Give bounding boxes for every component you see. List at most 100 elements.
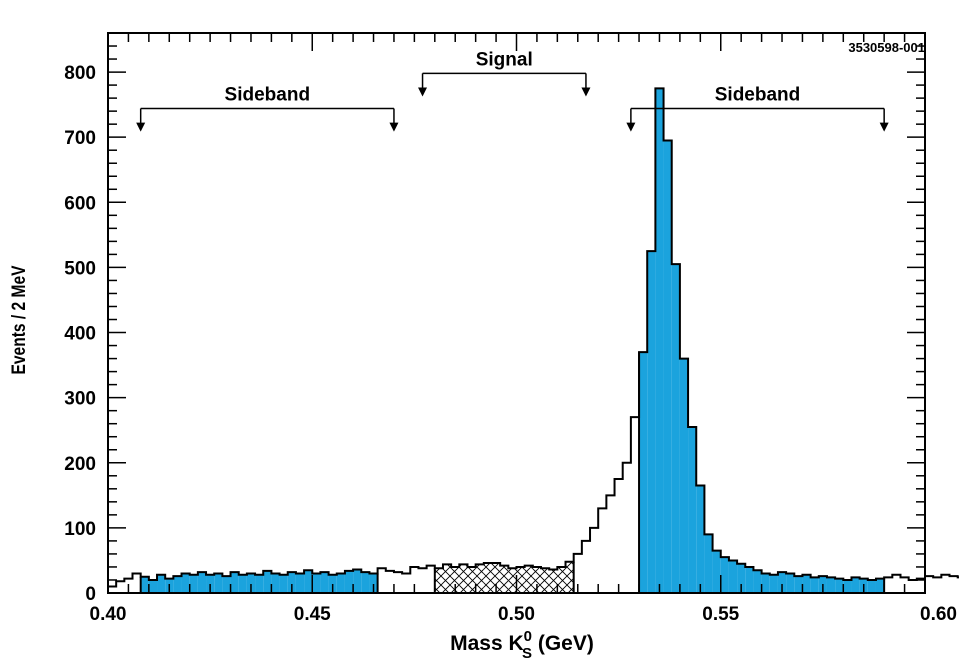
- histogram-bar: [753, 570, 762, 593]
- annotation-arrow-head: [136, 122, 146, 132]
- histogram-bar: [157, 574, 166, 593]
- histogram-bar: [434, 568, 443, 593]
- histogram-bar: [737, 563, 746, 593]
- histogram-bar: [950, 576, 958, 593]
- histogram-outline: [107, 87, 959, 593]
- annotation-label: Sideband: [715, 85, 801, 106]
- histogram-bar: [255, 574, 264, 593]
- y-tick-label: 800: [64, 63, 96, 84]
- histogram-bar: [287, 572, 296, 593]
- histogram-bar: [133, 573, 141, 593]
- region-annotation-2: Sideband: [626, 85, 889, 132]
- x-axis-label: Mass K0 S (GeV): [450, 628, 594, 658]
- histogram-bar: [451, 566, 460, 593]
- plot-frame: [107, 32, 926, 594]
- histogram-bar: [246, 573, 256, 593]
- histogram-bar: [418, 568, 426, 593]
- histogram-bar: [598, 508, 606, 593]
- histogram-bar: [704, 534, 713, 593]
- annotation-arrow-head: [389, 122, 399, 132]
- histogram-bar: [181, 573, 190, 593]
- histogram-bar: [712, 550, 721, 593]
- annotation-label: Signal: [476, 49, 533, 70]
- histogram-bar: [214, 573, 223, 593]
- x-axis-label-subscript: S: [522, 645, 532, 658]
- region-annotations: Sideband Signal Sideband: [136, 49, 889, 132]
- histogram-bar: [459, 564, 468, 593]
- y-tick-label: 200: [64, 454, 96, 475]
- x-axis-label-prefix: Mass K: [450, 632, 524, 655]
- histogram-bar: [647, 251, 656, 594]
- histogram-bar: [320, 572, 329, 593]
- histogram-bar: [532, 566, 542, 593]
- histogram-bar: [655, 88, 664, 593]
- y-tick-label: 0: [85, 584, 96, 605]
- histogram-bar: [475, 564, 484, 593]
- x-tick-label: 0.50: [498, 604, 535, 625]
- plot-area: [107, 87, 959, 594]
- histogram-bar: [394, 572, 402, 593]
- histogram-bar: [344, 570, 354, 593]
- histogram-bar: [745, 566, 754, 593]
- histogram-bar: [615, 479, 623, 593]
- histogram-bar: [557, 566, 566, 593]
- histogram-bar: [810, 577, 819, 593]
- histogram-bar: [843, 579, 852, 593]
- histogram-bar: [761, 573, 770, 593]
- histogram-bar: [116, 581, 124, 593]
- histogram-bar: [189, 574, 198, 593]
- histogram-bar: [720, 557, 729, 593]
- histogram-bar: [769, 574, 778, 593]
- histogram-bar: [606, 495, 614, 593]
- y-tick-label: 400: [64, 324, 96, 345]
- y-tick-label: 600: [64, 193, 96, 214]
- histogram-bar: [263, 570, 272, 593]
- region-annotation-1: Signal: [418, 49, 591, 97]
- x-tick-label: 0.45: [294, 604, 331, 625]
- annotation-arrow-head: [581, 87, 591, 97]
- histogram-bar: [524, 565, 533, 593]
- histogram-bar: [483, 563, 492, 593]
- histogram-bar: [565, 561, 574, 593]
- histogram-bar: [336, 573, 345, 593]
- histogram-bar: [386, 571, 394, 593]
- histogram-bar: [369, 573, 378, 593]
- histogram-bar: [786, 573, 795, 593]
- x-tick-label: 0.55: [702, 604, 739, 625]
- annotation-label: Sideband: [225, 85, 311, 106]
- histogram-bar: [148, 579, 158, 593]
- histogram-bar: [875, 578, 885, 593]
- histogram-bar: [826, 577, 836, 593]
- histogram-bar: [867, 579, 876, 593]
- histogram-bar: [140, 576, 149, 593]
- histogram-bar: [230, 572, 239, 593]
- histogram-bar: [197, 572, 207, 593]
- x-axis-label-suffix: (GeV): [532, 632, 594, 655]
- histogram-bar: [222, 576, 231, 593]
- histogram-bar: [909, 580, 917, 593]
- histogram-bar: [892, 575, 900, 593]
- histogram-bar: [671, 264, 680, 593]
- histogram-bar: [378, 568, 386, 593]
- histogram-bar: [590, 528, 598, 593]
- histogram-bar: [925, 576, 933, 593]
- x-tick-label: 0.60: [920, 604, 957, 625]
- histogram-bar: [582, 541, 590, 593]
- histogram-bar: [933, 577, 941, 593]
- histogram-bar: [688, 426, 697, 593]
- y-tick-label: 500: [64, 258, 96, 279]
- x-axis-label-superscript: 0: [524, 628, 532, 645]
- region-annotation-0: Sideband: [136, 85, 399, 132]
- histogram-bar: [696, 485, 705, 593]
- histogram-bar: [631, 417, 639, 593]
- axes: 0 100 200 300 400 500 600 700 800 0.40 0.45 0.50 0.5…: [64, 32, 957, 625]
- histogram-bar: [312, 573, 321, 593]
- histogram-bar: [777, 572, 787, 593]
- histogram-bar: [516, 566, 525, 593]
- histogram-bar: [835, 578, 844, 593]
- histogram-bar: [353, 569, 362, 593]
- figure-id: 3530598-001: [848, 40, 925, 55]
- histogram-bar: [427, 566, 435, 593]
- y-tick-label: 100: [64, 519, 96, 540]
